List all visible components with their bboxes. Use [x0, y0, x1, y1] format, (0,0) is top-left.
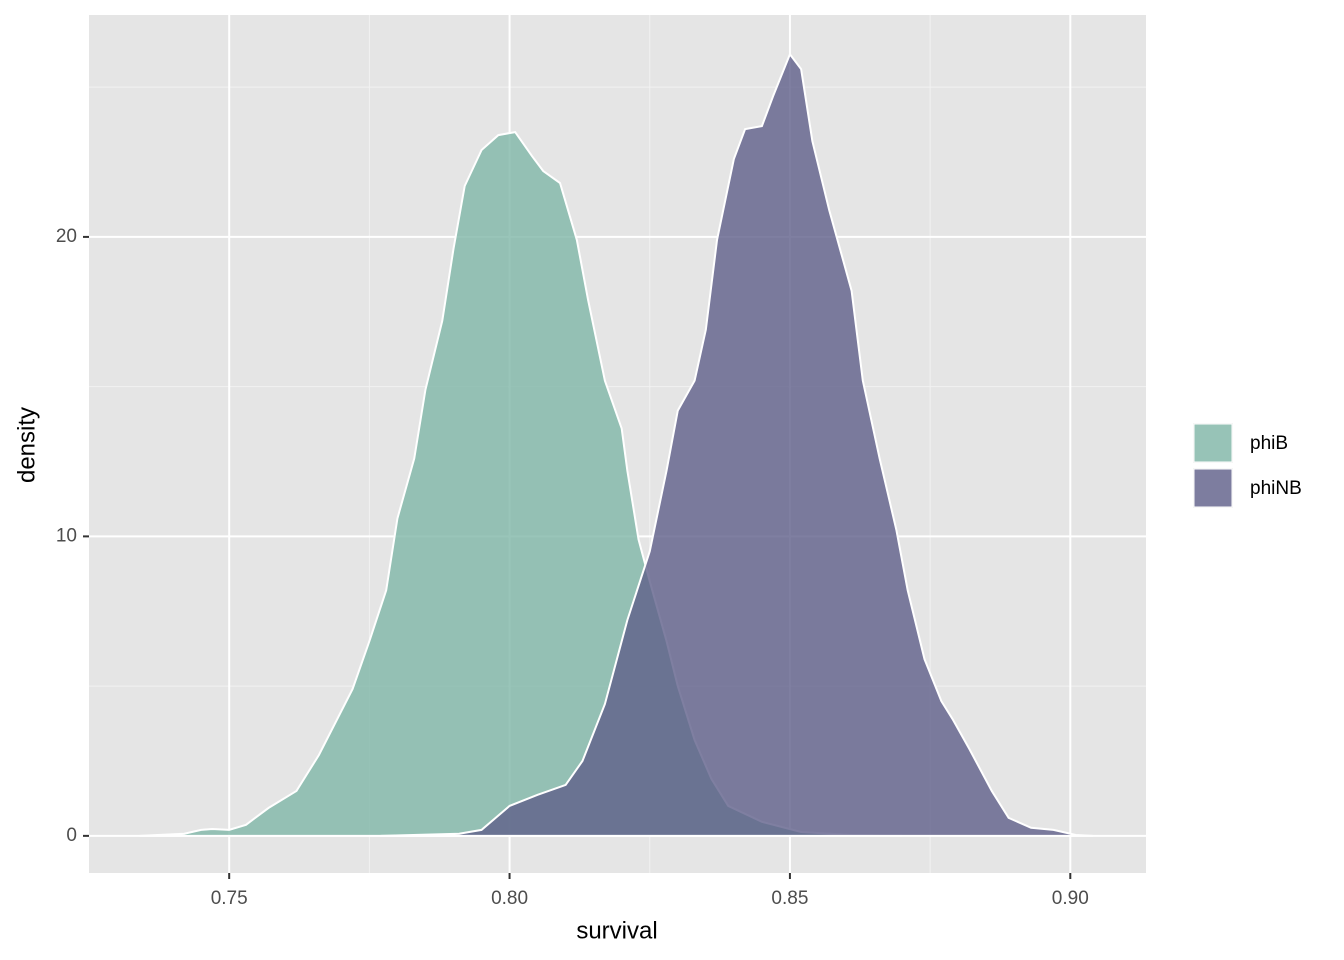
x-tick-label: 0.85: [771, 888, 808, 909]
y-tick-label: 0: [66, 825, 77, 846]
density-area: [380, 52, 1093, 837]
x-tick-label: 0.80: [491, 888, 528, 909]
legend-label: phiNB: [1250, 478, 1302, 499]
x-tick-label: 0.90: [1052, 888, 1089, 909]
x-tick-label: 0.75: [211, 888, 248, 909]
y-tick-label: 20: [56, 226, 77, 247]
x-axis-label: survival: [576, 917, 657, 944]
y-axis-label: density: [13, 407, 40, 483]
legend-label: phiB: [1250, 433, 1288, 454]
legend-swatch: [1193, 468, 1233, 508]
y-tick-label: 10: [56, 525, 77, 546]
legend-swatch: [1193, 423, 1233, 463]
